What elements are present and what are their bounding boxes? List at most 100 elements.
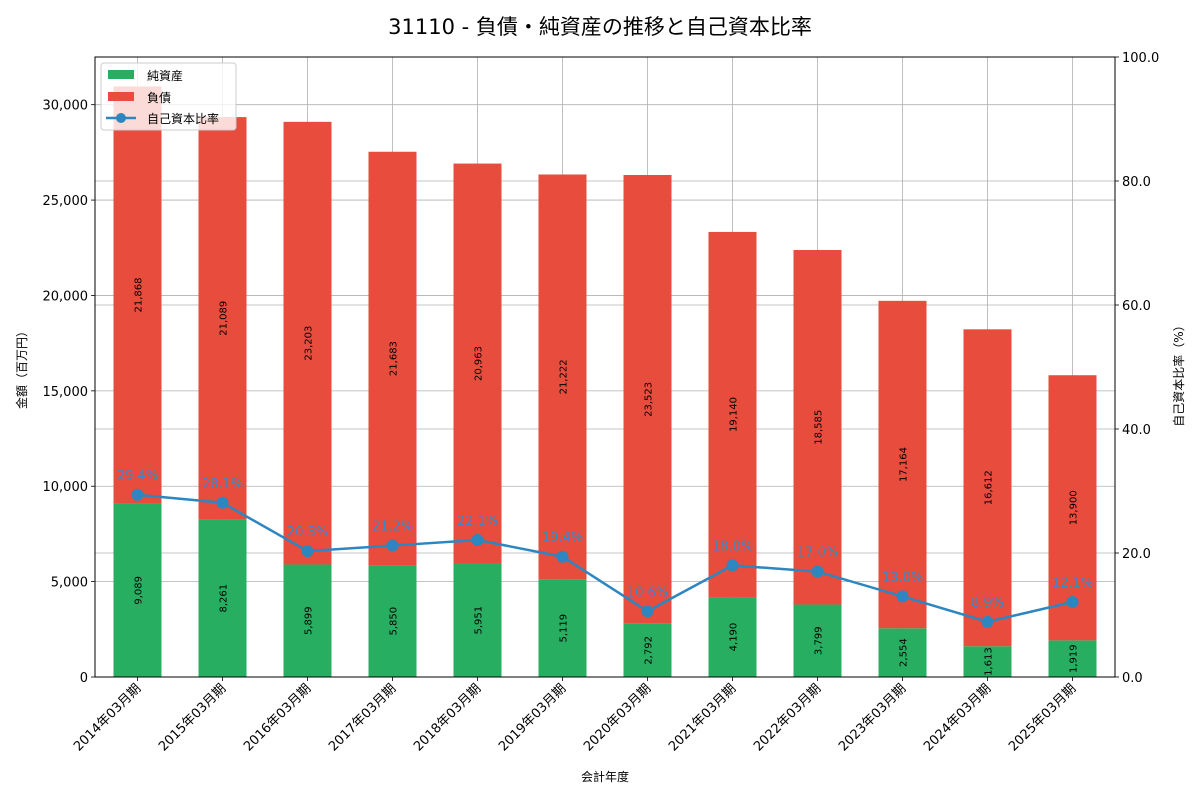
- y2-tick-label: 100.0: [1122, 51, 1159, 66]
- liabilities-value-label: 20,963: [474, 346, 485, 381]
- equity-ratio-marker: [896, 590, 909, 603]
- equity-ratio-marker: [1066, 595, 1079, 608]
- net-assets-value-label: 9,089: [134, 576, 145, 605]
- bar-series: [113, 86, 1097, 677]
- x-tick-label: 2016年03月期: [241, 681, 314, 754]
- net-assets-value-label: 8,261: [219, 584, 230, 613]
- y-tick-label: 25,000: [43, 194, 89, 209]
- legend-swatch-net-assets: [108, 70, 134, 79]
- bar-liabilities: [793, 249, 842, 605]
- y2-axis-label: 自己資本比率（%）: [1171, 319, 1186, 426]
- liabilities-value-label: 19,140: [729, 397, 740, 432]
- bar-liabilities: [453, 163, 502, 564]
- x-axis-label: 会計年度: [581, 769, 629, 784]
- bar-net-assets: [793, 604, 842, 677]
- y2-tick-label: 60.0: [1122, 299, 1151, 314]
- equity-ratio-label: 22.1%: [457, 514, 498, 529]
- equity-ratio-label: 18.0%: [712, 539, 753, 554]
- equity-ratio-label: 28.1%: [202, 477, 243, 492]
- equity-ratio-label: 20.3%: [287, 525, 328, 540]
- bar-net-assets: [368, 565, 417, 677]
- y-tick-label: 10,000: [43, 480, 89, 495]
- liabilities-value-label: 21,868: [134, 278, 145, 313]
- y-tick-label: 0: [80, 671, 88, 686]
- equity-ratio-label: 19.4%: [542, 531, 583, 546]
- equity-ratio-marker: [641, 605, 654, 618]
- x-tick-label: 2022年03月期: [751, 681, 824, 754]
- bar-liabilities: [708, 231, 757, 598]
- y-axis-label: 金額（百万円）: [14, 325, 29, 409]
- x-tick-label: 2024年03月期: [921, 681, 994, 754]
- liabilities-value-label: 23,203: [304, 326, 315, 361]
- x-tick-label: 2017年03月期: [326, 681, 399, 754]
- net-assets-value-label: 2,792: [644, 636, 655, 665]
- liabilities-value-label: 17,164: [899, 447, 910, 482]
- x-tick-label: 2015年03月期: [156, 681, 229, 754]
- y2-tick-label: 80.0: [1122, 175, 1151, 190]
- x-tick-label: 2019年03月期: [496, 681, 569, 754]
- equity-ratio-label: 29.4%: [117, 469, 158, 484]
- y-tick-label: 30,000: [43, 99, 89, 114]
- equity-ratio-marker: [981, 615, 994, 628]
- bar-liabilities: [878, 300, 927, 629]
- x-tick-label: 2020年03月期: [581, 681, 654, 754]
- equity-ratio-marker: [811, 565, 824, 578]
- liabilities-value-label: 23,523: [644, 382, 655, 417]
- equity-ratio-marker: [301, 545, 314, 558]
- liabilities-value-label: 18,585: [814, 410, 825, 445]
- net-assets-value-label: 1,613: [984, 647, 995, 676]
- equity-ratio-label: 13.0%: [882, 570, 923, 585]
- y-tick-label: 20,000: [43, 289, 89, 304]
- liabilities-value-label: 21,089: [219, 301, 230, 336]
- bar-net-assets: [453, 563, 502, 677]
- bar-net-assets: [623, 623, 672, 677]
- liabilities-value-label: 21,222: [559, 359, 570, 394]
- bar-net-assets: [538, 579, 587, 677]
- y-tick-label: 15,000: [43, 385, 89, 400]
- bar-net-assets: [708, 597, 757, 677]
- bar-net-assets: [198, 519, 247, 677]
- equity-ratio-marker: [131, 488, 144, 501]
- bar-net-assets: [283, 564, 332, 677]
- equity-ratio-label: 12.1%: [1052, 576, 1093, 591]
- bar-liabilities: [198, 117, 247, 520]
- bar-net-assets: [963, 646, 1012, 677]
- liabilities-value-label: 21,683: [389, 341, 400, 376]
- equity-ratio-label: 17.0%: [797, 546, 838, 561]
- net-assets-value-label: 2,554: [899, 638, 910, 667]
- net-assets-value-label: 4,190: [729, 623, 740, 652]
- bar-liabilities: [963, 329, 1012, 647]
- bar-net-assets: [1048, 640, 1097, 677]
- bar-liabilities: [113, 86, 162, 504]
- net-assets-value-label: 5,951: [474, 606, 485, 635]
- bar-net-assets: [113, 503, 162, 677]
- x-tick-label: 2025年03月期: [1006, 681, 1079, 754]
- net-assets-value-label: 3,799: [814, 626, 825, 655]
- equity-ratio-marker: [216, 496, 229, 509]
- y2-tick-label: 40.0: [1122, 423, 1151, 438]
- legend-swatch-liabilities: [108, 92, 134, 101]
- net-assets-value-label: 1,919: [1069, 644, 1080, 673]
- y-tick-label: 5,000: [51, 576, 88, 591]
- equity-ratio-line: 29.4% 28.1% 20.3% 21.2% 22.1% 19.4% 10.6% 18.0%…: [117, 469, 1093, 628]
- y2-tick-label: 0.0: [1122, 671, 1143, 686]
- bar-liabilities: [538, 174, 587, 580]
- equity-ratio-marker: [726, 559, 739, 572]
- equity-ratio-label: 8.9%: [971, 596, 1004, 611]
- legend-label-net-assets: 純資産: [147, 68, 183, 83]
- equity-ratio-label: 10.6%: [627, 585, 668, 600]
- bar-net-assets: [878, 628, 927, 677]
- x-tick-label: 2023年03月期: [836, 681, 909, 754]
- x-tick-label: 2018年03月期: [411, 681, 484, 754]
- net-assets-value-label: 5,850: [389, 607, 400, 636]
- x-tick-label: 2014年03月期: [71, 681, 144, 754]
- net-assets-value-label: 5,119: [559, 614, 570, 643]
- net-assets-value-label: 5,899: [304, 606, 315, 635]
- legend: 純資産 負債 自己資本比率: [100, 62, 237, 131]
- liabilities-value-label: 13,900: [1069, 490, 1080, 525]
- bar-liabilities: [283, 121, 332, 565]
- y2-tick-label: 20.0: [1122, 547, 1151, 562]
- liabilities-value-label: 16,612: [984, 470, 995, 505]
- bar-liabilities: [368, 151, 417, 566]
